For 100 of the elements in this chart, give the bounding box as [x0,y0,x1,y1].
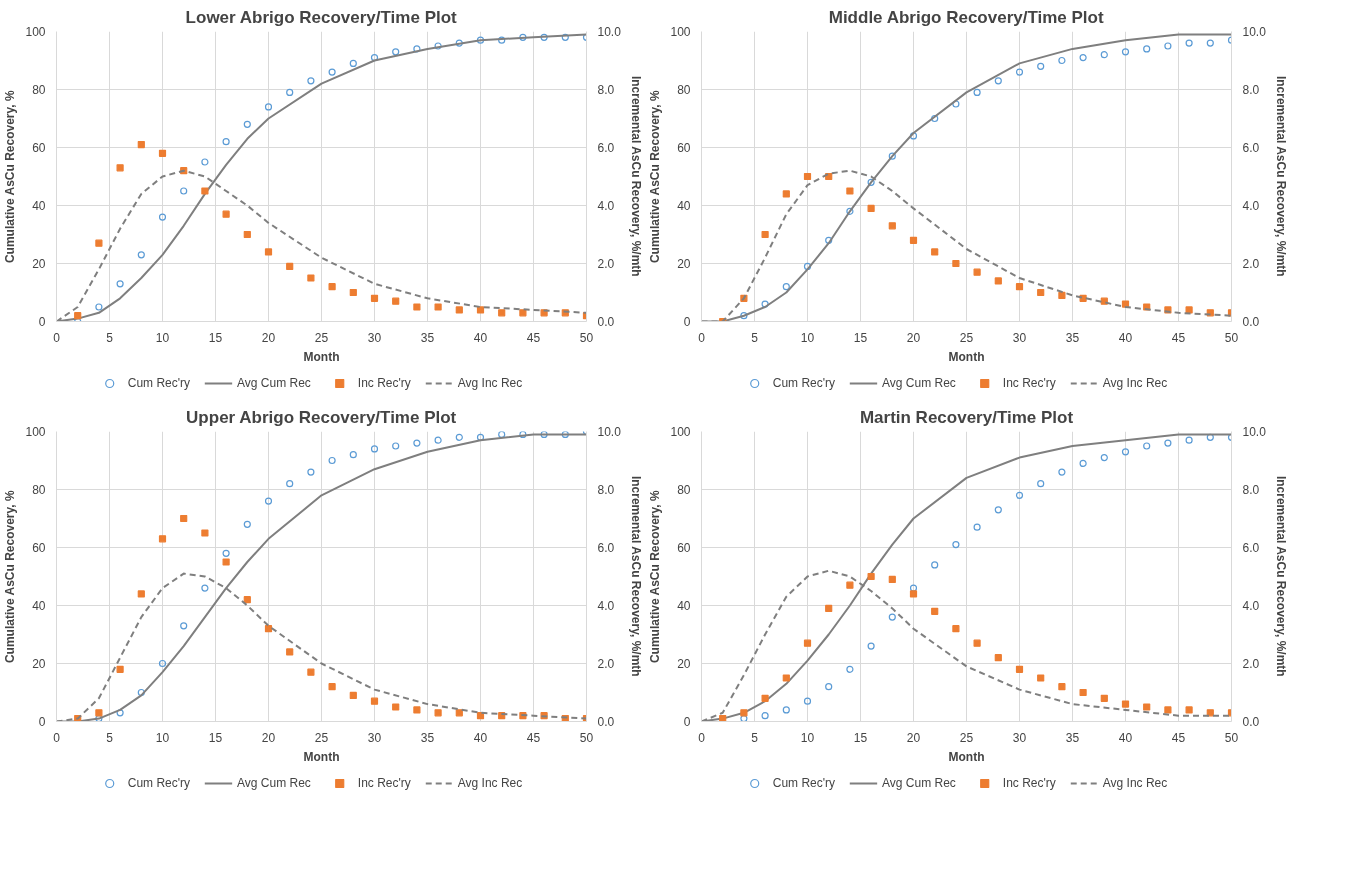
point [158,149,167,157]
x-tick-label: 40 [1118,730,1133,745]
y2-tick-label: 4.0 [1242,199,1260,213]
point [328,68,336,76]
point [370,54,379,62]
point [888,222,896,230]
point [846,665,854,673]
legend-label: Avg Cum Rec [882,776,956,790]
point [1185,706,1193,714]
point [1206,433,1214,441]
x-tick-label: 50 [579,330,594,345]
point [349,59,357,67]
point [825,683,833,691]
point [264,248,273,256]
point [243,230,251,239]
point [286,480,294,488]
y-tick-label: 0 [38,715,46,729]
point [264,625,273,633]
legend-label: Avg Inc Rec [1102,376,1168,390]
point [95,715,103,722]
point [370,445,379,453]
point [994,654,1002,662]
point [158,659,167,668]
point [455,433,463,441]
x-tick-label: 35 [1065,730,1080,745]
point [116,665,124,673]
point [803,262,812,270]
x-tick-label: 5 [106,330,114,345]
point [349,288,357,297]
point [952,625,960,633]
y-tick-label: 100 [670,425,691,439]
x-tick-label: 5 [106,730,114,745]
point [1100,51,1108,59]
x-tick-label: 35 [420,730,435,745]
x-tick-label: 25 [314,330,329,345]
point [1121,700,1130,708]
point [1079,688,1087,697]
point [243,520,251,528]
point [180,622,188,630]
legend-label: Avg Inc Rec [457,776,523,790]
point [1100,694,1108,702]
x-tick-label: 0 [698,730,706,745]
point [222,549,230,557]
point [973,639,981,647]
point [952,100,960,108]
y2-tick-label: 10.0 [597,25,622,39]
point [158,213,167,221]
x-tick-label: 30 [1012,330,1027,345]
y-tick-label: 40 [677,599,691,613]
point [1100,454,1108,462]
point [1164,439,1172,447]
y-tick-label: 60 [677,541,691,555]
point [137,688,145,697]
legend-label: Inc Rec'ry [1002,376,1056,390]
point [973,268,981,276]
y-tick-label: 80 [32,483,46,497]
point [455,709,463,717]
legend-label: Inc Rec'ry [357,776,411,790]
legend-label: Cum Rec'ry [127,376,191,390]
x-tick-label: 5 [751,730,759,745]
point [180,187,188,195]
y2-tick-label: 8.0 [597,83,615,97]
y2-tick-label: 10.0 [1242,425,1267,439]
point [498,36,506,44]
point [761,230,769,239]
y-tick-label: 80 [677,483,691,497]
point [392,442,400,450]
x-tick-label: 30 [367,330,382,345]
point [1206,39,1214,47]
x-axis-title: Month [303,749,340,764]
point [846,581,854,589]
y-tick-label: 0 [683,315,691,329]
y-tick-label: 40 [32,599,46,613]
point [846,187,854,195]
point [782,190,790,198]
y2-tick-label: 2.0 [597,257,615,271]
x-tick-label: 50 [1224,730,1239,745]
point [825,236,833,244]
y2-tick-label: 6.0 [1242,141,1260,155]
y-tick-label: 100 [25,425,46,439]
y-tick-label: 100 [670,25,691,39]
x-tick-label: 25 [959,730,974,745]
legend-label: Avg Cum Rec [237,376,311,390]
point [719,715,727,722]
x-tick-label: 35 [420,330,435,345]
y-tick-label: 20 [32,657,46,671]
legend-label: Avg Inc Rec [1102,776,1168,790]
point [909,132,918,140]
x-tick-label: 40 [473,330,488,345]
point [803,172,812,181]
point [931,114,939,123]
x-tick-label: 20 [906,330,921,345]
y2-axis-title: Incremental AsCu Recovery, %/mth [628,75,643,277]
point [476,306,485,314]
y-axis-title: Cumulative AsCu Recovery, % [648,490,663,664]
point [498,309,506,317]
point [1143,45,1151,53]
point [803,639,812,647]
point [952,259,960,268]
legend-label: Inc Rec'ry [1002,776,1056,790]
